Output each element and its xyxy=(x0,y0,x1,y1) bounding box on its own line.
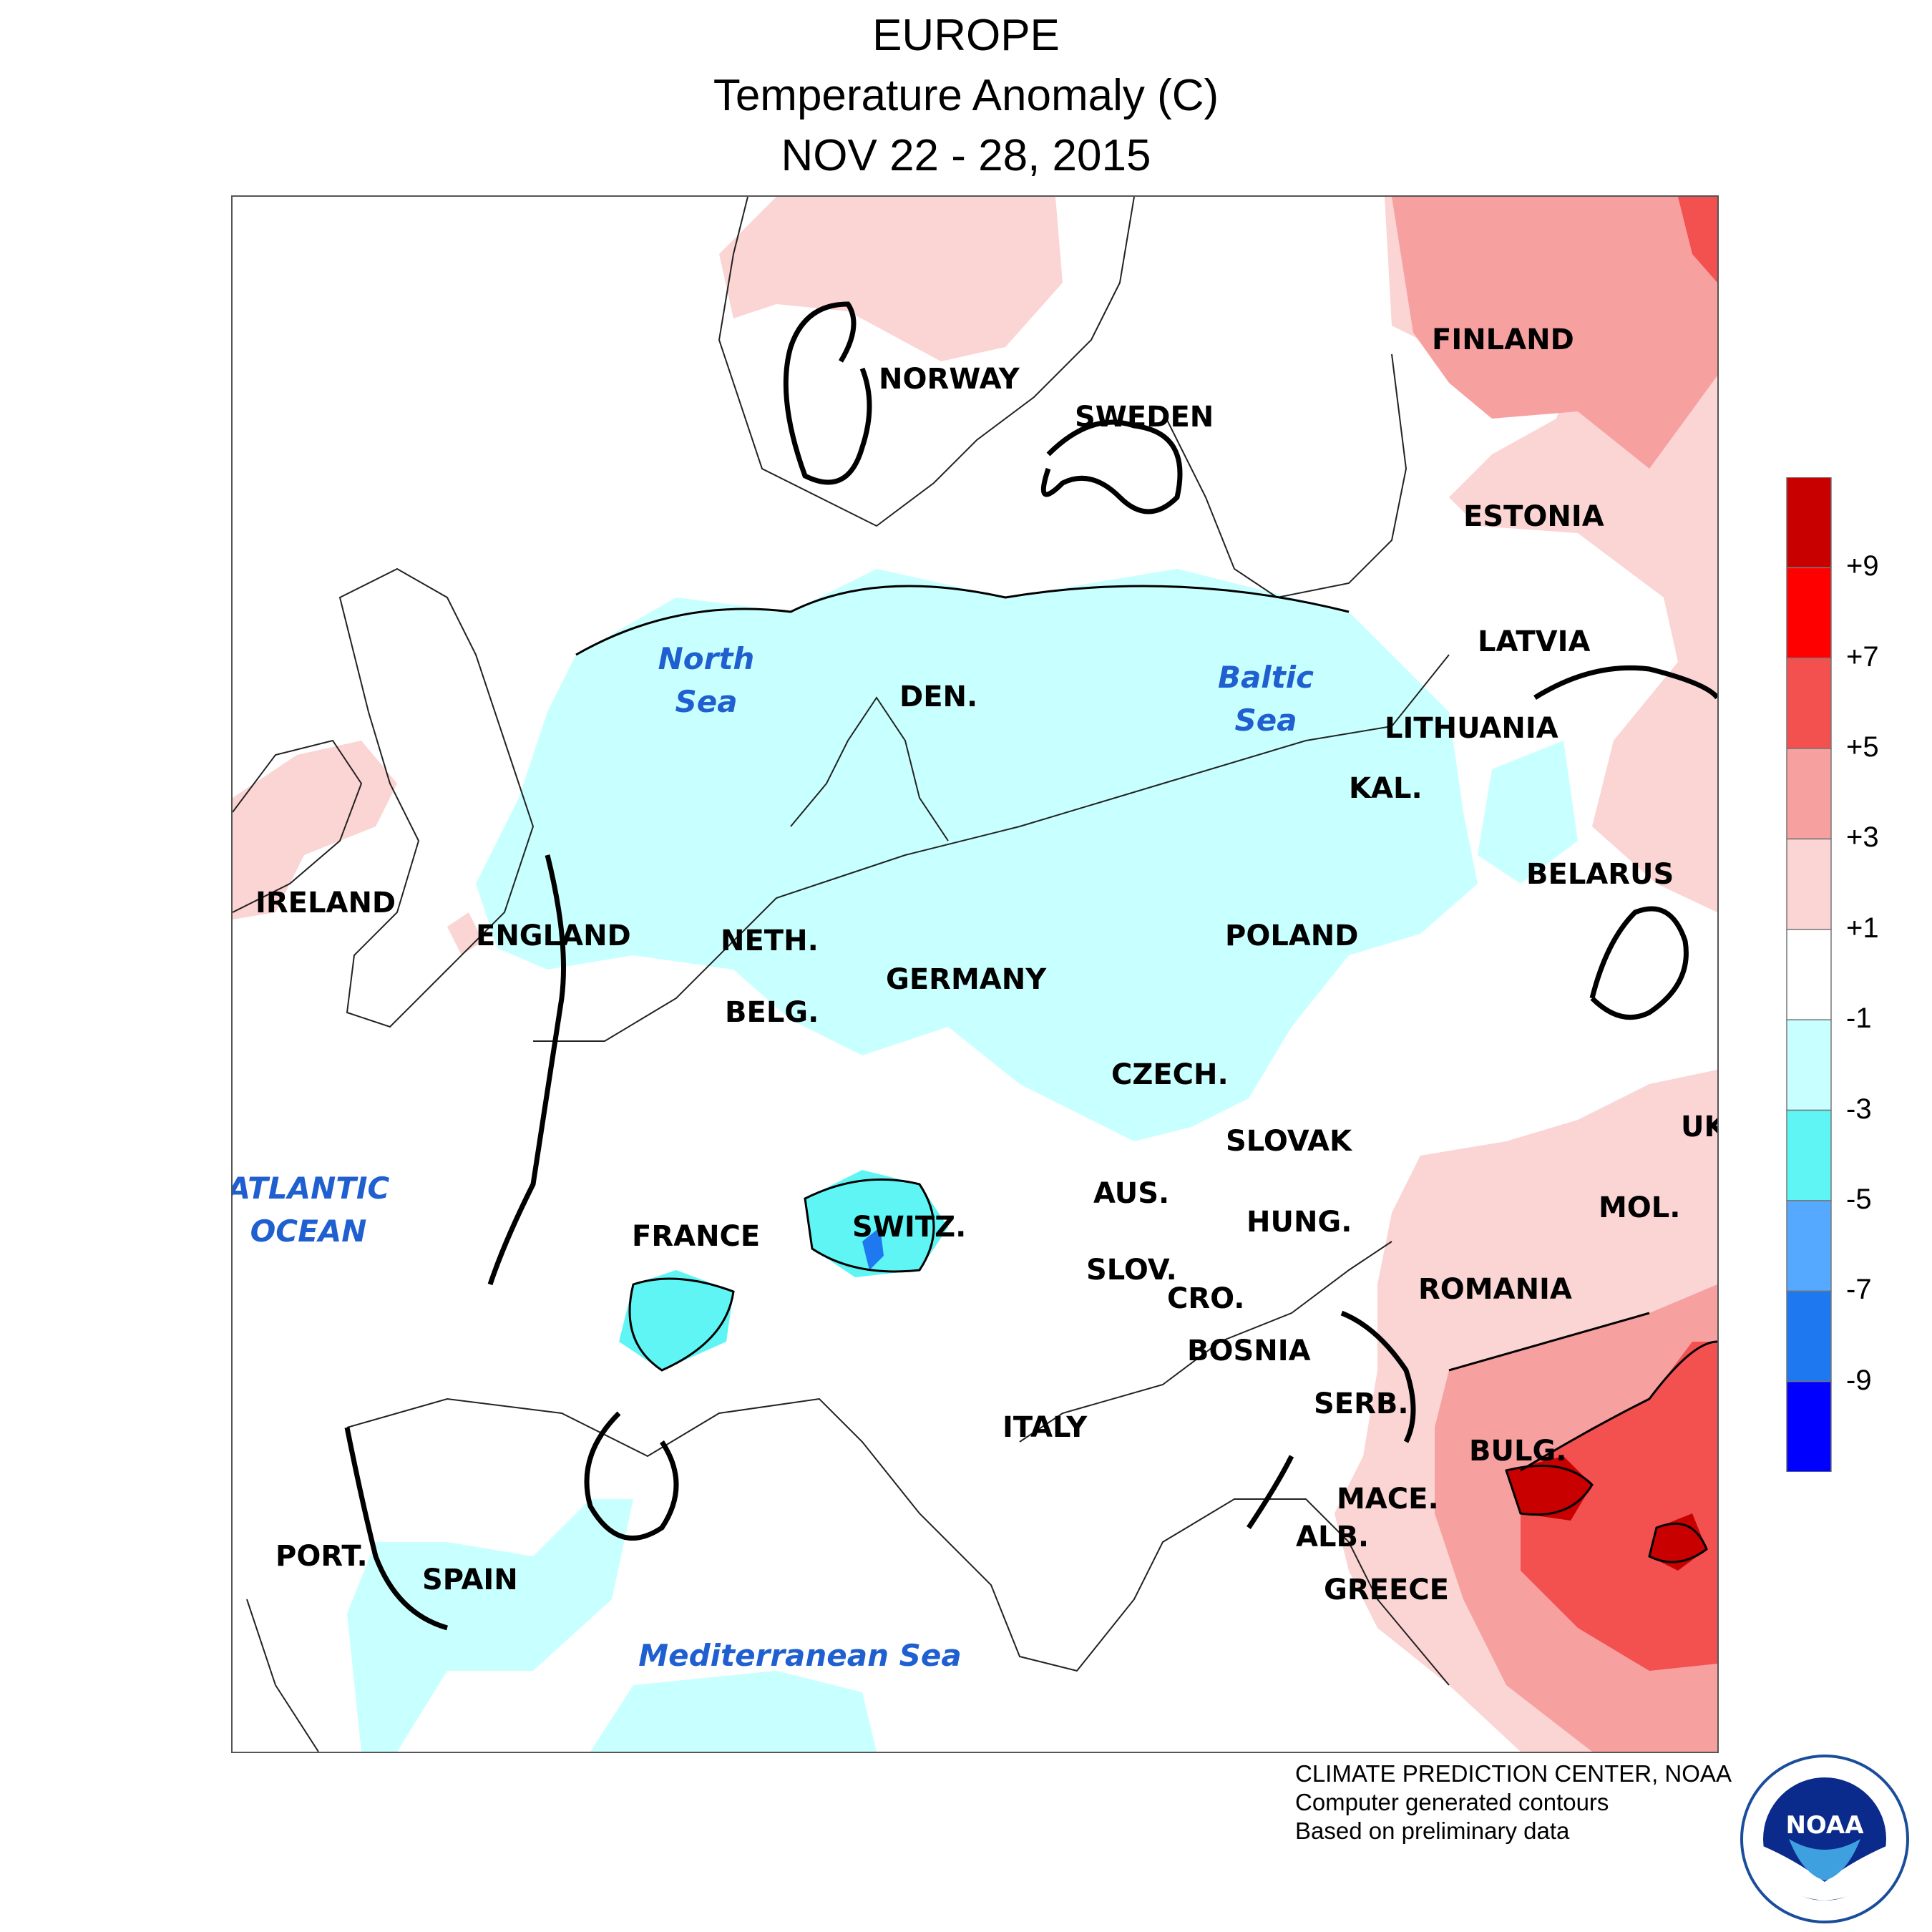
country-label: SPAIN xyxy=(422,1563,518,1596)
zero-contours xyxy=(344,301,1717,1631)
legend-swatch xyxy=(1786,748,1832,840)
anomaly-contours xyxy=(575,585,1717,1563)
country-label: HUNG. xyxy=(1246,1206,1352,1239)
country-label: CZECH. xyxy=(1111,1058,1229,1091)
country-label: BULG. xyxy=(1469,1435,1566,1468)
legend-swatch xyxy=(1786,1109,1832,1201)
legend-tick-label: -7 xyxy=(1846,1274,1872,1306)
country-label: SWITZ. xyxy=(852,1211,966,1244)
credit-preliminary: Based on preliminary data xyxy=(1295,1818,1570,1844)
country-label: ESTONIA xyxy=(1463,500,1604,533)
legend-tick-label: -5 xyxy=(1846,1183,1872,1215)
legend-swatch xyxy=(1786,1290,1832,1382)
legend-swatch xyxy=(1786,1380,1832,1473)
legend-swatch xyxy=(1786,838,1832,930)
country-label: LITHUANIA xyxy=(1385,712,1558,745)
map-canvas: NORWAY SWEDEN FINLAND ESTONIA LATVIA LIT… xyxy=(233,197,1717,1752)
anomaly-zone-england-warm xyxy=(447,912,483,955)
anomaly-zone-scandinavia-warm xyxy=(719,197,1063,361)
map-title: EUROPE xyxy=(872,11,1060,60)
noaa-logo-text: NOAA xyxy=(1785,1811,1864,1840)
noaa-logo: NOAA xyxy=(1740,1755,1909,1923)
anomaly-zone-alps-cold xyxy=(805,1170,948,1277)
country-label: MACE. xyxy=(1337,1483,1439,1516)
sea-label-atlantic: OCEAN xyxy=(250,1214,367,1249)
country-label: NORWAY xyxy=(879,363,1020,396)
country-label: IRELAND xyxy=(255,887,396,919)
legend-tick-label: -9 xyxy=(1846,1364,1872,1396)
legend-tick-label: +5 xyxy=(1846,731,1879,763)
legend-tick-label: +1 xyxy=(1846,912,1879,944)
country-label: SERB. xyxy=(1314,1387,1409,1420)
country-label: NETH. xyxy=(721,924,819,957)
anomaly-zone-alps-coldest xyxy=(862,1227,884,1270)
legend-color-bar xyxy=(1786,477,1832,1473)
anomaly-zone-north-africa-cool xyxy=(590,1671,877,1752)
country-label: CRO. xyxy=(1167,1282,1244,1315)
anomaly-zone-central-cool xyxy=(476,569,1478,1141)
legend-swatch xyxy=(1786,567,1832,659)
legend-tick-label: +9 xyxy=(1846,550,1879,582)
coastlines xyxy=(233,197,1450,1752)
anomaly-map: NORWAY SWEDEN FINLAND ESTONIA LATVIA LIT… xyxy=(231,195,1719,1753)
anomaly-zone-belarus-cool xyxy=(1478,741,1578,884)
legend-swatch xyxy=(1786,1019,1832,1111)
anomaly-zone-turkey-warm xyxy=(1521,1342,1717,1671)
country-label: ITALY xyxy=(1002,1411,1088,1444)
sea-label-baltic: Baltic xyxy=(1218,660,1314,695)
country-label: MOL. xyxy=(1599,1191,1681,1224)
country-label: BELG. xyxy=(725,996,819,1029)
sea-label-north: Sea xyxy=(675,684,737,719)
legend-tick-label: -3 xyxy=(1846,1093,1872,1125)
country-label: ROMANIA xyxy=(1418,1273,1572,1306)
sea-label-north: North xyxy=(658,641,755,676)
sea-labels: North Sea Baltic Sea ATLANTIC OCEAN Medi… xyxy=(233,641,1314,1673)
sea-label-mediterranean: Mediterranean Sea xyxy=(638,1638,961,1673)
anomaly-zone-far-northeast xyxy=(1678,197,1717,283)
legend-swatch xyxy=(1786,477,1832,569)
anomaly-zone-iberia-cool xyxy=(347,1499,633,1752)
credit-source: CLIMATE PREDICTION CENTER, NOAA xyxy=(1295,1760,1732,1787)
legend-swatch xyxy=(1786,657,1832,749)
anomaly-zone-finland-warm xyxy=(1392,197,1717,469)
legend-swatch xyxy=(1786,1200,1832,1292)
legend-swatches xyxy=(1786,477,1832,1473)
country-label: SLOV. xyxy=(1086,1254,1177,1287)
country-label: GREECE xyxy=(1324,1574,1449,1606)
country-label: POLAND xyxy=(1225,919,1358,952)
credit-contours: Computer generated contours xyxy=(1295,1789,1609,1815)
country-label: AUS. xyxy=(1093,1177,1169,1210)
country-label: KAL. xyxy=(1349,772,1423,805)
anomaly-zone-france-cold xyxy=(619,1270,733,1370)
map-subtitle: Temperature Anomaly (C) xyxy=(713,71,1219,120)
country-label: BOSNIA xyxy=(1187,1335,1311,1367)
map-date-range: NOV 22 - 28, 2015 xyxy=(781,131,1151,180)
country-label: SLOVAK xyxy=(1226,1125,1353,1158)
country-label: BELARUS xyxy=(1526,858,1674,891)
country-label: FINLAND xyxy=(1432,323,1574,356)
country-label: UK xyxy=(1681,1111,1717,1143)
sea-label-atlantic: ATLANTIC xyxy=(233,1171,390,1206)
country-label: LATVIA xyxy=(1478,625,1590,658)
country-label: GERMANY xyxy=(886,963,1047,996)
country-label: FRANCE xyxy=(632,1220,760,1253)
country-label: DEN. xyxy=(899,680,977,713)
anomaly-zone-bulgaria-hot xyxy=(1506,1456,1592,1521)
sea-label-baltic: Sea xyxy=(1234,703,1297,738)
country-labels: NORWAY SWEDEN FINLAND ESTONIA LATVIA LIT… xyxy=(255,323,1717,1606)
anomaly-zone-ireland-warm xyxy=(233,741,397,919)
legend-swatch xyxy=(1786,929,1832,1020)
country-label: SWEDEN xyxy=(1075,401,1214,434)
country-label: ALB. xyxy=(1296,1521,1369,1553)
legend-tick-label: -1 xyxy=(1846,1002,1872,1035)
country-label: ENGLAND xyxy=(476,919,631,952)
country-label: PORT. xyxy=(275,1540,368,1573)
legend-tick-label: +3 xyxy=(1846,821,1879,854)
legend-tick-label: +7 xyxy=(1846,640,1879,673)
